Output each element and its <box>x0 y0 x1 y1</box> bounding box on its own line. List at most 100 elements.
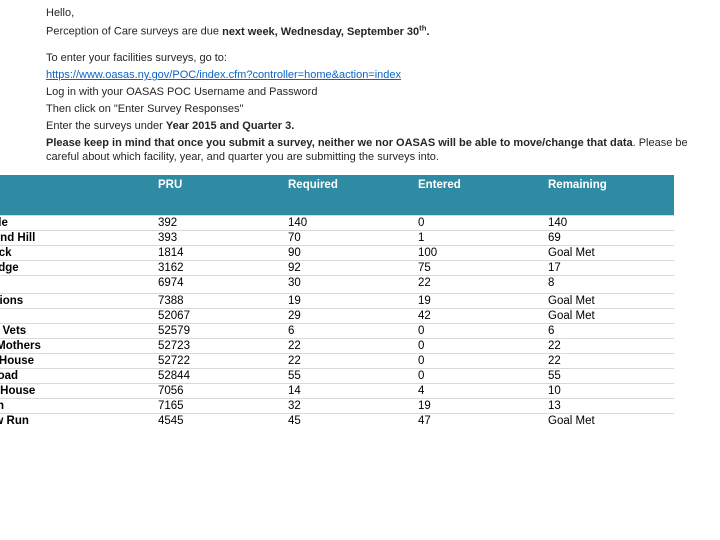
cell-remaining: 22 <box>544 339 674 354</box>
header-row: PRU Required Entered Remaining <box>0 175 674 216</box>
table-row: Crystal House705614410 <box>0 384 674 399</box>
cell-remaining: 6 <box>544 324 674 339</box>
cell-facility: Richmond Hill <box>0 231 154 246</box>
enter-surveys-bold: Year 2015 and Quarter 3. <box>166 120 294 132</box>
cell-required: 92 <box>284 261 414 276</box>
cell-remaining: 55 <box>544 369 674 384</box>
cell-facility: Women Vets <box>0 324 154 339</box>
header-required: Required <box>284 175 414 216</box>
cell-entered: 42 <box>414 309 544 324</box>
enter-surveys-prefix: Enter the surveys under <box>46 120 166 132</box>
table-row: Meadow Run45454547Goal Met <box>0 414 674 429</box>
cell-entered: 19 <box>414 294 544 309</box>
cell-pru: 52722 <box>154 354 284 369</box>
cell-pru: 392 <box>154 216 284 231</box>
cell-remaining: Goal Met <box>544 309 674 324</box>
cell-facility: Cape Road <box>0 369 154 384</box>
cell-required: 19 <box>284 294 414 309</box>
cell-remaining: Goal Met <box>544 294 674 309</box>
cell-facility: Highbridge <box>0 261 154 276</box>
cell-entered: 19 <box>414 399 544 414</box>
cell-remaining: 17 <box>544 261 674 276</box>
cell-facility: ETVC <box>0 309 154 324</box>
year-quarter-line: Enter the surveys under Year 2015 and Qu… <box>46 119 720 134</box>
cell-facility: Van Wyck <box>0 246 154 261</box>
header-facility <box>0 175 154 216</box>
cell-remaining: 140 <box>544 216 674 231</box>
cell-required: 55 <box>284 369 414 384</box>
cell-required: 70 <box>284 231 414 246</box>
survey-table-wrap: PRU Required Entered Remaining Ellenvill… <box>0 175 674 428</box>
cell-facility: Meadow Run <box>0 414 154 429</box>
warning-bold: Please keep in mind that once you submit… <box>46 137 633 149</box>
header-pru: PRU <box>154 175 284 216</box>
table-row: Cape Road5284455055 <box>0 369 674 384</box>
intro-prefix: Perception of Care surveys are due <box>46 26 222 38</box>
cell-pru: 52844 <box>154 369 284 384</box>
cell-facility: Young Mothers <box>0 339 154 354</box>
table-row: Fox Run7165321913 <box>0 399 674 414</box>
cell-facility: Veritas House <box>0 354 154 369</box>
login-line: Log in with your OASAS POC Username and … <box>46 85 720 100</box>
survey-table: PRU Required Entered Remaining Ellenvill… <box>0 175 674 428</box>
cell-entered: 100 <box>414 246 544 261</box>
cell-remaining: 69 <box>544 231 674 246</box>
cell-facility: Fox Run <box>0 399 154 414</box>
cell-pru: 1814 <box>154 246 284 261</box>
cell-pru: 52579 <box>154 324 284 339</box>
cell-entered: 0 <box>414 354 544 369</box>
header-entered: Entered <box>414 175 544 216</box>
table-row: Veritas House5272222022 <box>0 354 674 369</box>
warning-line: Please keep in mind that once you submit… <box>46 136 720 166</box>
cell-pru: 52723 <box>154 339 284 354</box>
cell-pru: 7056 <box>154 384 284 399</box>
header-remaining: Remaining <box>544 175 674 216</box>
cell-pru: 7388 <box>154 294 284 309</box>
click-line: Then click on "Enter Survey Responses" <box>46 102 720 117</box>
survey-link[interactable]: https://www.oasas.ny.gov/POC/index.cfm?c… <box>46 69 401 81</box>
table-row: Ellenville3921400140 <box>0 216 674 231</box>
cell-required: 32 <box>284 399 414 414</box>
cell-entered: 0 <box>414 369 544 384</box>
cell-pru: 7165 <box>154 399 284 414</box>
cell-remaining: Goal Met <box>544 414 674 429</box>
cell-remaining: 22 <box>544 354 674 369</box>
cell-entered: 0 <box>414 324 544 339</box>
intro-bold: next week, Wednesday, September 30th. <box>222 26 429 38</box>
cell-required: 6 <box>284 324 414 339</box>
cell-facility: 43rd St <box>0 276 154 294</box>
cell-pru: 4545 <box>154 414 284 429</box>
cell-entered: 47 <box>414 414 544 429</box>
cell-required: 30 <box>284 276 414 294</box>
greeting: Hello, <box>46 6 720 21</box>
table-row: 43rd St697430228 <box>0 276 674 294</box>
cell-entered: 1 <box>414 231 544 246</box>
cell-entered: 0 <box>414 216 544 231</box>
cell-required: 45 <box>284 414 414 429</box>
cell-pru: 6974 <box>154 276 284 294</box>
cell-remaining: 13 <box>544 399 674 414</box>
table-row: Highbridge3162927517 <box>0 261 674 276</box>
cell-remaining: 8 <box>544 276 674 294</box>
cell-facility: Ellenville <box>0 216 154 231</box>
cell-required: 90 <box>284 246 414 261</box>
cell-required: 22 <box>284 339 414 354</box>
enter-line: To enter your facilities surveys, go to: <box>46 51 720 66</box>
table-row: Richmond Hill39370169 <box>0 231 674 246</box>
email-body: Hello, Perception of Care surveys are du… <box>0 0 720 165</box>
cell-pru: 52067 <box>154 309 284 324</box>
intro-line: Perception of Care surveys are due next … <box>46 23 720 40</box>
cell-pru: 393 <box>154 231 284 246</box>
cell-entered: 0 <box>414 339 544 354</box>
cell-remaining: 10 <box>544 384 674 399</box>
cell-entered: 22 <box>414 276 544 294</box>
link-line: https://www.oasas.ny.gov/POC/index.cfm?c… <box>46 68 720 83</box>
cell-required: 22 <box>284 354 414 369</box>
cell-facility: Admissions <box>0 294 154 309</box>
table-row: Women Vets52579606 <box>0 324 674 339</box>
table-row: Young Mothers5272322022 <box>0 339 674 354</box>
cell-entered: 75 <box>414 261 544 276</box>
cell-required: 14 <box>284 384 414 399</box>
cell-required: 29 <box>284 309 414 324</box>
cell-remaining: Goal Met <box>544 246 674 261</box>
